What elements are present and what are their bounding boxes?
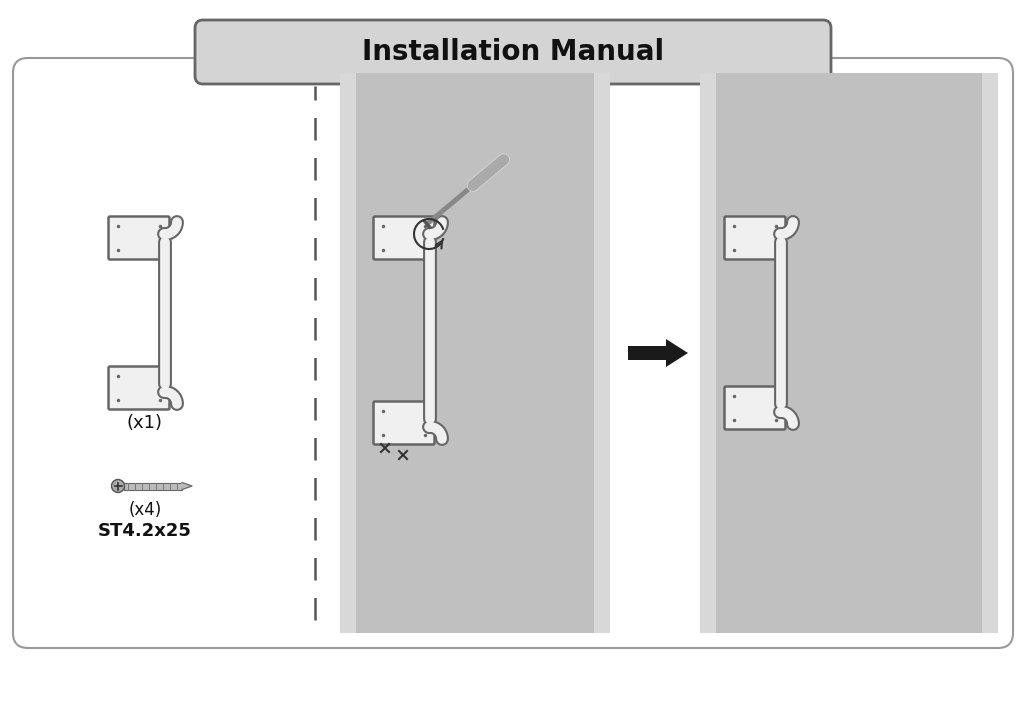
Bar <box>340 73 356 633</box>
FancyBboxPatch shape <box>195 20 831 84</box>
FancyBboxPatch shape <box>724 216 786 259</box>
Circle shape <box>112 480 124 493</box>
Bar <box>982 73 998 633</box>
FancyBboxPatch shape <box>109 216 169 259</box>
Bar <box>340 73 610 633</box>
Bar <box>627 346 665 360</box>
Text: (x4): (x4) <box>128 501 161 519</box>
Bar <box>124 483 182 489</box>
Text: Installation Manual: Installation Manual <box>362 38 664 66</box>
Bar <box>700 73 998 633</box>
Text: (x1): (x1) <box>127 414 163 432</box>
FancyBboxPatch shape <box>109 366 169 409</box>
Bar <box>700 73 716 633</box>
Text: ST4.2x25: ST4.2x25 <box>98 522 192 540</box>
FancyBboxPatch shape <box>724 387 786 430</box>
FancyBboxPatch shape <box>13 58 1013 648</box>
Bar <box>594 73 610 633</box>
FancyBboxPatch shape <box>374 216 434 259</box>
Polygon shape <box>182 483 192 489</box>
FancyBboxPatch shape <box>374 402 434 445</box>
Polygon shape <box>665 339 688 367</box>
